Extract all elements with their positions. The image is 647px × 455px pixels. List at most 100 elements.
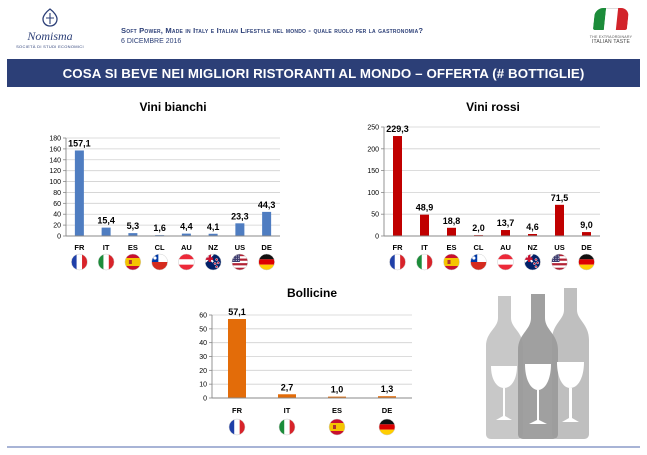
undefined (124, 258, 141, 266)
bar-de (582, 232, 591, 236)
undefined (333, 425, 336, 429)
data-label: 18,8 (443, 216, 461, 226)
bar-es (447, 227, 456, 236)
flag-chile-icon (470, 253, 487, 271)
flag-germany-icon (258, 253, 275, 271)
nomisma-emblem-icon (42, 8, 58, 27)
category-label: DE (581, 243, 591, 252)
undefined (231, 260, 248, 264)
italian-flag-icon (592, 8, 630, 30)
data-label: 2,7 (281, 382, 294, 392)
category-label: DE (382, 406, 392, 415)
category-label: US (554, 243, 564, 252)
chart-title: Bollicine (287, 286, 337, 300)
nomisma-logo: Nomisma SOCIETÀ DI STUDI ECONOMICI (10, 8, 90, 54)
footer-divider (7, 446, 640, 448)
data-label: 5,3 (127, 221, 140, 231)
data-label: 48,9 (416, 203, 434, 213)
undefined (470, 254, 487, 262)
undefined (103, 254, 109, 270)
y-tick-label: 0 (375, 234, 379, 241)
undefined (443, 266, 460, 270)
data-label: 2,0 (472, 223, 485, 233)
category-label: NZ (528, 243, 538, 252)
flag-usa-icon (551, 253, 568, 271)
y-tick-label: 60 (53, 201, 61, 208)
data-label: 4,4 (180, 222, 193, 232)
flag-spain-icon (443, 253, 460, 271)
bar-it (101, 227, 111, 236)
y-tick-label: 160 (49, 146, 61, 153)
brand-tagline-small: THE EXTRAORDINARY (589, 35, 633, 39)
bar-fr (74, 150, 84, 236)
undefined (258, 264, 275, 270)
category-label: FR (232, 406, 243, 415)
logo-subtitle: SOCIETÀ DI STUDI ECONOMICI (16, 44, 84, 49)
wine-glass-left-icon (491, 366, 517, 420)
undefined (258, 254, 275, 260)
undefined (578, 259, 595, 265)
y-tick-label: 200 (367, 146, 379, 153)
undefined (329, 423, 345, 431)
data-label: 229,3 (386, 124, 409, 134)
undefined (76, 254, 83, 270)
presentation-date: 6 DICEMBRE 2016 (121, 38, 182, 45)
category-label: FR (393, 243, 404, 252)
flag-italy-icon (97, 253, 115, 271)
bar-us (235, 223, 245, 236)
logo-name: Nomisma (27, 29, 73, 43)
undefined (279, 419, 285, 435)
slide-banner-title: COSA SI BEVE NEI MIGLIORI RISTORANTI AL … (7, 59, 640, 87)
undefined (231, 265, 248, 268)
category-label: IT (103, 243, 110, 252)
undefined (427, 254, 433, 270)
chart-title: Vini bianchi (139, 100, 206, 114)
undefined (289, 419, 295, 435)
bar-it (278, 394, 296, 398)
y-tick-label: 40 (53, 212, 61, 219)
bar-us (555, 204, 564, 236)
italian-taste-logo: THE EXTRAORDINARY ITALIAN TASTE (586, 8, 636, 56)
undefined (82, 254, 88, 270)
undefined (578, 264, 595, 270)
flag-germany-icon (578, 253, 595, 271)
bar-de (378, 396, 396, 398)
undefined (329, 431, 345, 435)
flag-france-icon (71, 253, 88, 271)
undefined (421, 254, 428, 270)
undefined (447, 260, 451, 264)
flag-chile-icon (151, 253, 168, 271)
bar-de (262, 211, 272, 236)
undefined (231, 263, 248, 266)
category-label: ES (446, 243, 456, 252)
chart-vini-rossi: Vini rossi 0 50 100 150 200 250 229,3 FR 48,9 IT 18… (367, 100, 600, 271)
data-label: 23,3 (231, 211, 249, 221)
category-label: CL (155, 243, 165, 252)
undefined (389, 254, 395, 270)
chart-vini-bianchi: Vini bianchi 0 20 40 60 80 100 120 140 160 180 157,… (49, 100, 280, 271)
y-tick-label: 30 (199, 354, 207, 361)
data-label: 4,1 (207, 222, 220, 232)
y-tick-label: 250 (367, 125, 379, 132)
category-label: ES (128, 243, 138, 252)
undefined (284, 419, 290, 435)
undefined (208, 254, 212, 262)
y-tick-label: 0 (203, 396, 207, 403)
undefined (394, 254, 401, 270)
flag-new-zealand-icon (204, 253, 222, 271)
y-tick-label: 50 (371, 212, 379, 219)
undefined (528, 254, 531, 262)
undefined (98, 254, 104, 270)
undefined (497, 259, 514, 265)
y-tick-label: 80 (53, 190, 61, 197)
undefined (497, 264, 514, 270)
undefined (234, 419, 240, 435)
data-label: 9,0 (580, 220, 593, 230)
undefined (151, 254, 168, 262)
y-tick-label: 180 (49, 136, 61, 143)
undefined (258, 259, 275, 265)
undefined (128, 260, 132, 264)
y-tick-label: 100 (367, 190, 379, 197)
y-tick-label: 40 (199, 340, 207, 347)
wine-glass-right-icon (557, 362, 584, 422)
